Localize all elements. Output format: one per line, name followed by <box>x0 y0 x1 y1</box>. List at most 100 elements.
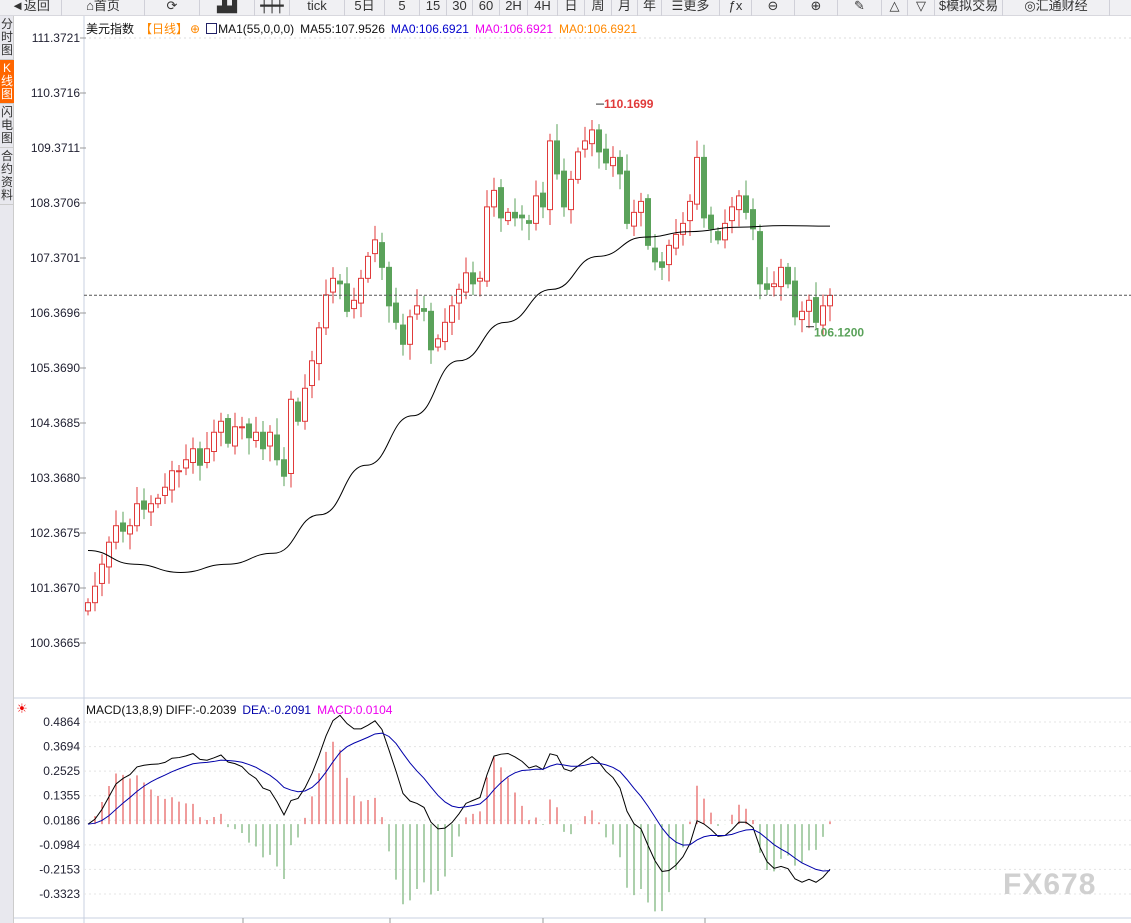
price-tick-label: 111.3721 <box>32 31 81 45</box>
back-button[interactable]: ◄返回 <box>0 0 62 16</box>
candle-body <box>218 420 224 433</box>
candle-body <box>575 151 581 180</box>
macd-tick-label: 0.2525 <box>43 764 80 778</box>
period-week[interactable]: 周 <box>585 0 612 16</box>
draw-button[interactable]: ✎ <box>838 0 882 16</box>
candle-body <box>491 189 497 208</box>
candle-body <box>582 140 588 150</box>
candle-body <box>484 206 490 282</box>
candle-body <box>813 297 819 323</box>
candle-body <box>232 426 238 447</box>
watermark: FX678 <box>1003 868 1097 901</box>
period-tick[interactable]: tick <box>290 0 345 16</box>
zoom-out-button[interactable]: ⊖ <box>752 0 795 16</box>
candle-body <box>799 310 805 321</box>
candle-body <box>652 247 658 263</box>
price-tick-label: 107.3701 <box>30 251 80 265</box>
candle-body <box>554 140 560 175</box>
home-button[interactable]: ⌂首页 <box>62 0 145 16</box>
macd-value: MACD:0.0104 <box>317 703 393 717</box>
period-15[interactable]: 15 <box>420 0 447 16</box>
candle-body <box>687 200 693 222</box>
ma55-value: MA55:107.9526 <box>300 22 385 36</box>
candle-body <box>127 525 133 535</box>
candle-body <box>659 261 665 268</box>
candle-body <box>400 324 406 345</box>
price-tick-label: 105.3690 <box>30 361 80 375</box>
candle-body <box>386 266 392 307</box>
refresh-button[interactable]: ⟳ <box>145 0 200 16</box>
price-tick-label: 108.3706 <box>30 196 80 210</box>
candle-body <box>526 220 532 224</box>
high-label: 110.1699 <box>604 97 654 111</box>
price-tick-label: 110.3716 <box>31 86 80 100</box>
candle-body <box>120 522 126 532</box>
price-tick-label: 109.3711 <box>31 141 80 155</box>
candle-body <box>596 129 602 153</box>
candle-body <box>442 321 448 343</box>
candle-type-button[interactable]: ┿┿┿ <box>255 0 290 16</box>
sidebar-tab-3[interactable]: 合约资料 <box>0 148 14 205</box>
candle-body <box>736 195 742 211</box>
macd-tick-label: -0.0984 <box>39 838 80 852</box>
sidebar: 分时图 K线图 闪电图 合约资料 <box>0 16 14 923</box>
candle-body <box>113 525 119 543</box>
candle-body <box>631 211 637 227</box>
candle-body <box>435 338 441 348</box>
chart-type-button[interactable]: ▟▟ <box>200 0 255 16</box>
candle-body <box>155 497 161 505</box>
triangle-up-button[interactable]: △ <box>882 0 908 16</box>
candle-body <box>666 244 672 266</box>
triangle-down-button[interactable]: ▽ <box>908 0 935 16</box>
more-button[interactable]: ☰更多 <box>662 0 720 16</box>
candle-body <box>694 156 700 205</box>
period-4h[interactable]: 4H <box>528 0 558 16</box>
candle-body <box>617 156 623 175</box>
candle-body <box>603 148 609 164</box>
formula-button[interactable]: ƒx <box>720 0 752 16</box>
candle-body <box>512 211 518 219</box>
zoom-in-button[interactable]: ⊕ <box>795 0 838 16</box>
candle-body <box>498 187 504 219</box>
ma0-value-blue: MA0:106.6921 <box>390 22 469 36</box>
period-year[interactable]: 年 <box>638 0 662 16</box>
candle-body <box>820 305 826 326</box>
period-5d[interactable]: 5日 <box>345 0 385 16</box>
ma-name: MA1(55,0,0,0) <box>218 22 295 36</box>
sim-trade-button[interactable]: $模拟交易 <box>935 0 1003 16</box>
candle-body <box>253 431 259 442</box>
settings-icon[interactable]: ⊕ <box>190 22 201 36</box>
price-tick-label: 103.3680 <box>30 471 80 485</box>
period-60[interactable]: 60 <box>473 0 500 16</box>
period-day[interactable]: 日 <box>558 0 585 16</box>
candle-body <box>421 308 427 312</box>
period-2h[interactable]: 2H <box>500 0 528 16</box>
huitong-button[interactable]: ◎汇通财经 <box>1003 0 1110 16</box>
candle-body <box>365 255 371 279</box>
dea-line <box>87 732 831 872</box>
candle-body <box>701 156 707 219</box>
candle-body <box>85 602 91 612</box>
candle-body <box>533 195 539 224</box>
candle-body <box>372 239 378 255</box>
period-month[interactable]: 月 <box>612 0 638 16</box>
dea-value: DEA:-0.2091 <box>242 703 312 717</box>
candle-body <box>547 140 553 211</box>
candle-body <box>162 486 168 496</box>
macd-name: MACD(13,8,9) <box>86 703 163 717</box>
macd-settings-icon: ☀ <box>16 701 28 716</box>
candle-body <box>134 503 140 527</box>
candle-body <box>183 459 189 469</box>
sidebar-tab-0[interactable]: 分时图 <box>0 16 14 60</box>
sidebar-tab-2[interactable]: 闪电图 <box>0 104 14 148</box>
candle-body <box>407 316 413 345</box>
macd-tick-label: 0.1355 <box>43 789 80 803</box>
period-5[interactable]: 5 <box>385 0 420 16</box>
diff-value: DIFF:-0.2039 <box>165 703 237 717</box>
sidebar-tab-1[interactable]: K线图 <box>0 60 14 104</box>
candle-body <box>330 277 336 293</box>
period-30[interactable]: 30 <box>447 0 473 16</box>
ma-icon[interactable] <box>206 23 218 34</box>
candle-body <box>141 500 147 510</box>
